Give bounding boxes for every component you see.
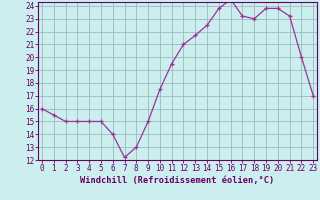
X-axis label: Windchill (Refroidissement éolien,°C): Windchill (Refroidissement éolien,°C) xyxy=(80,176,275,185)
